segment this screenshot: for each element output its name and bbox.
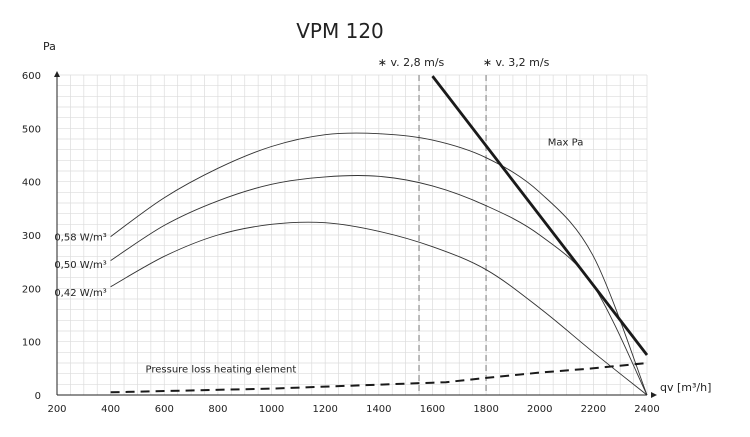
x-axis-label: qv [m³/h] xyxy=(660,381,711,394)
y-tick-label: 400 xyxy=(22,178,41,189)
annotation-label: 0,58 W/m³ xyxy=(54,232,106,243)
x-tick-label: 600 xyxy=(155,404,174,415)
series-line-max-pa xyxy=(431,75,649,356)
chart-title: VPM 120 xyxy=(296,19,384,43)
annotation-label: Pressure loss heating element xyxy=(146,365,297,376)
x-tick-label: 400 xyxy=(101,404,120,415)
y-axis-arrow xyxy=(54,71,60,77)
x-tick-label: 1000 xyxy=(259,404,284,415)
series-line-2 xyxy=(110,221,648,396)
x-tick-label: 1400 xyxy=(366,404,391,415)
x-tick-label: 1800 xyxy=(473,404,498,415)
y-tick-label: 0 xyxy=(35,391,41,402)
x-tick-label: 200 xyxy=(47,404,66,415)
x-tick-label: 2400 xyxy=(634,404,659,415)
y-tick-label: 600 xyxy=(22,71,41,82)
series-line-0 xyxy=(110,132,648,396)
y-tick-label: 500 xyxy=(22,124,41,135)
x-tick-label: 800 xyxy=(208,404,227,415)
x-tick-label: 2000 xyxy=(527,404,552,415)
velocity-marker-label: ∗ v. 3,2 m/s xyxy=(483,56,550,69)
annotation-label: Max Pa xyxy=(548,137,584,148)
x-axis-arrow xyxy=(651,392,657,398)
x-tick-label: 2200 xyxy=(581,404,606,415)
y-axis-label: Pa xyxy=(43,40,56,53)
vertical-markers xyxy=(418,75,487,395)
annotation-label: 0,50 W/m³ xyxy=(54,260,106,271)
x-tick-label: 1600 xyxy=(420,404,445,415)
annotation-label: 0,42 W/m³ xyxy=(54,288,106,299)
velocity-marker-label: ∗ v. 2,8 m/s xyxy=(378,56,445,69)
series-layer xyxy=(110,75,649,396)
axes xyxy=(54,71,657,398)
y-tick-label: 300 xyxy=(22,231,41,242)
x-tick-label: 1200 xyxy=(312,404,337,415)
labels-layer: 200 400 600 800 1000 1200 1400 1600 1800 2000 2200… xyxy=(22,40,711,415)
series-line-pressure-loss xyxy=(110,362,648,394)
grid xyxy=(56,74,648,396)
y-tick-label: 200 xyxy=(22,284,41,295)
y-tick-label: 100 xyxy=(22,338,41,349)
